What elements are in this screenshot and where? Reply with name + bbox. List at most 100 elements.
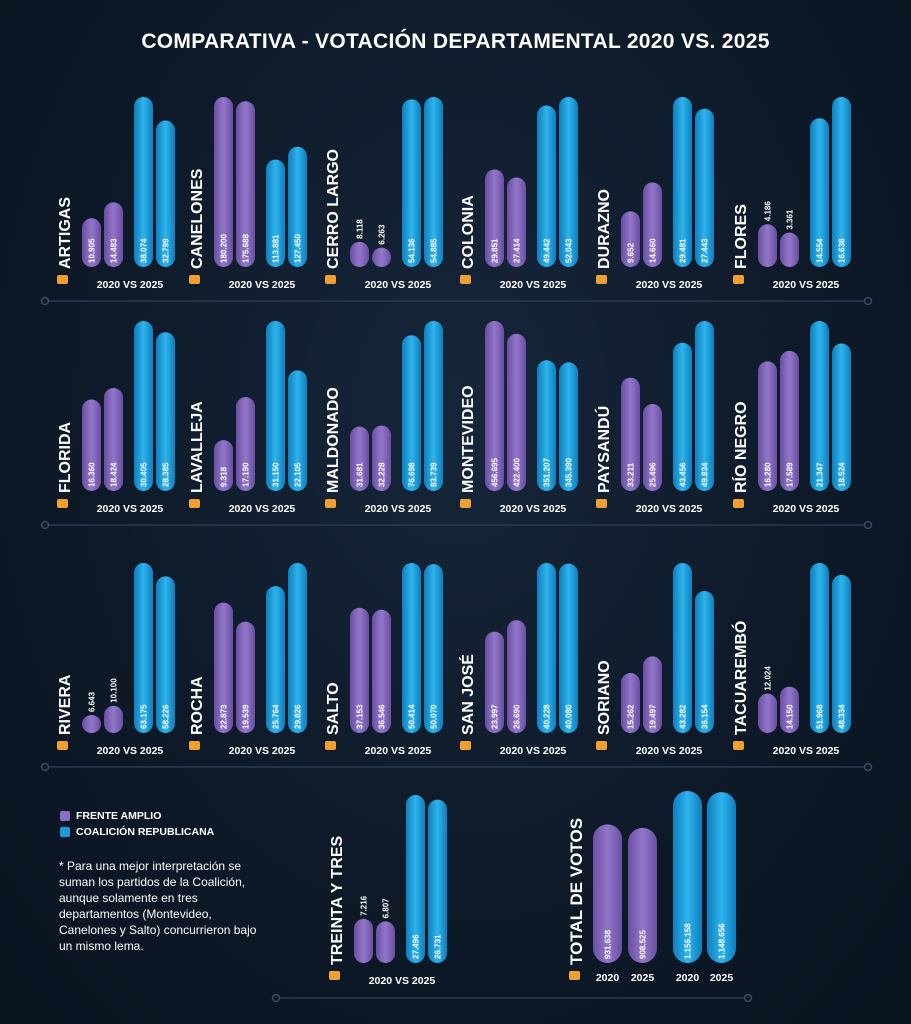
- value-label: 22.873: [220, 704, 229, 729]
- bar-coalicion: [288, 146, 307, 267]
- bar-coalicion: [673, 342, 692, 491]
- bar-coalicion: [402, 563, 421, 733]
- value-label: 16.360: [88, 462, 97, 487]
- bar-coalicion: [402, 335, 421, 491]
- value-label: 29.481: [679, 238, 688, 263]
- department-marker: [733, 499, 744, 508]
- value-label: 16.280: [764, 462, 773, 487]
- department-name: PAYSANDÚ: [594, 406, 613, 493]
- panel-san-jose: 23.997 26.690 40.228 40.080 SAN JOSÉ 2020 VS …: [458, 563, 578, 757]
- bar-coalicion: [832, 574, 851, 733]
- value-label: 51.968: [816, 704, 825, 729]
- separator-dot: [863, 520, 873, 530]
- value-label: 351.207: [543, 458, 552, 487]
- bar-coalicion: [134, 97, 153, 267]
- value-label: 33.211: [627, 462, 636, 487]
- bar-coalicion: [673, 563, 692, 733]
- bar-coalicion: [695, 108, 714, 267]
- legend-label-frente-amplio: FRENTE AMPLIO: [76, 810, 162, 822]
- bar-frente-amplio: [758, 693, 777, 733]
- bar-coalicion: [288, 563, 307, 733]
- value-label: 422.400: [513, 458, 522, 487]
- year-label: 2020: [676, 972, 700, 984]
- value-label: 32.799: [162, 238, 171, 263]
- compare-label: 2020 VS 2025: [500, 279, 567, 291]
- bar-coalicion: [424, 97, 443, 267]
- bar-frente-amplio: [507, 333, 526, 491]
- bar-frente-amplio: [643, 404, 662, 491]
- department-marker: [460, 275, 471, 284]
- bar-coalicion: [156, 120, 175, 267]
- panel-cerro-largo: 8.118 6.263 54.136 54.885 CERRO LARGO 2020 VS…: [325, 97, 443, 291]
- value-label: 54.136: [408, 238, 417, 263]
- panel-flores: 4.186 3.361 14.554 16.638 FLORES 2020 VS 2025: [733, 97, 851, 291]
- value-label: 1.148.656: [718, 923, 727, 959]
- department-name: DURAZNO: [596, 189, 613, 269]
- department-marker: [325, 275, 336, 284]
- value-label: 10.905: [88, 238, 97, 263]
- bar-frente-amplio: [214, 97, 233, 267]
- bar-frente-amplio: [372, 425, 391, 491]
- value-label: 49.442: [543, 238, 552, 263]
- panel-tacuarembo: 12.024 14.150 51.968 48.334 TACUAREMBÓ 2020 V…: [731, 563, 851, 757]
- value-label: 31.681: [356, 462, 365, 487]
- value-label: 40.228: [543, 704, 552, 729]
- bar-frente-amplio: [643, 182, 662, 267]
- compare-label: 2020 VS 2025: [773, 745, 840, 757]
- value-label: 908.525: [639, 930, 648, 959]
- department-name: TOTAL DE VOTOS: [567, 818, 586, 965]
- value-label: 14.660: [649, 238, 658, 263]
- value-label: 14.483: [110, 238, 119, 263]
- legend-item-coalicion: COALICIÓN REPUBLICANA: [60, 824, 214, 840]
- value-label: 29.851: [491, 238, 500, 263]
- compare-label: 2020 VS 2025: [636, 745, 703, 757]
- bar-frente-amplio: [485, 169, 504, 267]
- value-label: 31.150: [272, 462, 281, 487]
- value-label: 17.589: [786, 462, 795, 487]
- panel-paysandu: 33.211 25.496 43.456 49.834 PAYSANDÚ 2020 VS …: [594, 321, 714, 515]
- department-name: MALDONADO: [325, 387, 342, 493]
- bar-frente-amplio: [780, 350, 799, 491]
- value-label: 3.361: [786, 209, 795, 230]
- value-label: 1.156.158: [684, 923, 693, 959]
- value-label: 180.200: [220, 234, 229, 263]
- value-label: 345.390: [565, 458, 574, 487]
- value-label: 113.881: [272, 234, 281, 263]
- department-marker: [57, 741, 68, 750]
- bar-frente-amplio: [485, 321, 504, 491]
- compare-label: 2020 VS 2025: [500, 503, 567, 515]
- bar-frente-amplio: [350, 241, 369, 267]
- panel-rivera: 6.643 10.100 63.175 58.226 RIVERA 2020 VS 202…: [57, 563, 175, 757]
- panel-florida: 16.360 18.424 30.405 28.385 FLORIDA 2020 VS 2…: [57, 321, 175, 515]
- bar-frente-amplio: [372, 247, 391, 267]
- department-marker: [325, 741, 336, 750]
- compare-label: 2020 VS 2025: [636, 279, 703, 291]
- bar-coalicion: [424, 564, 443, 733]
- value-label: 50.070: [430, 704, 439, 729]
- value-label: 16.638: [838, 238, 847, 263]
- year-label: 2025: [631, 972, 655, 984]
- value-label: 7.216: [360, 895, 369, 916]
- legend-item-frente-amplio: FRENTE AMPLIO: [60, 808, 214, 824]
- bar-coalicion: [406, 795, 425, 963]
- value-label: 22.105: [294, 462, 303, 487]
- department-marker: [460, 741, 471, 750]
- bar-frente-amplio: [628, 827, 657, 963]
- bar-frente-amplio: [82, 218, 101, 267]
- row-separators: [40, 296, 873, 1003]
- panel-treinta-y-tres: 7.216 6.807 27.496 26.731 TREINTA Y TRES 2020…: [329, 795, 447, 987]
- value-label: 9.652: [627, 242, 636, 263]
- value-label: 27.443: [701, 238, 710, 263]
- separator-dot: [40, 296, 50, 306]
- department-marker: [596, 275, 607, 284]
- value-label: 10.100: [110, 678, 119, 703]
- bar-frente-amplio: [376, 921, 395, 963]
- value-label: 83.739: [430, 462, 439, 487]
- bar-coalicion: [695, 590, 714, 733]
- bar-coalicion: [673, 791, 702, 963]
- value-label: 9.318: [220, 466, 229, 487]
- panel-artigas: 10.905 14.483 38.074 32.799 ARTIGAS 2020 VS 2…: [57, 97, 175, 291]
- value-label: 26.690: [513, 704, 522, 729]
- bar-coalicion: [428, 799, 447, 963]
- bar-coalicion: [402, 99, 421, 267]
